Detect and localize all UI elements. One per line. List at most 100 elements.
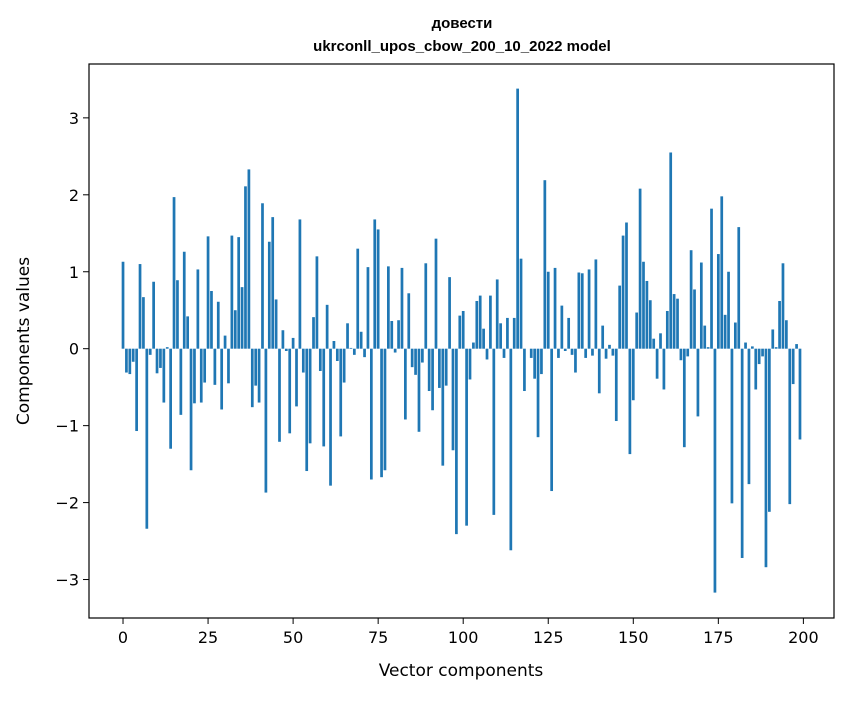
x-tick-label: 200 [788, 628, 819, 647]
bar-190 [768, 349, 771, 512]
bar-192 [775, 347, 778, 349]
bar-76 [380, 349, 383, 478]
bar-53 [302, 349, 305, 373]
bar-91 [431, 349, 434, 411]
x-tick-label: 150 [618, 628, 649, 647]
bar-127 [554, 268, 557, 349]
bar-125 [547, 272, 550, 349]
bar-166 [686, 349, 689, 357]
bar-52 [299, 219, 302, 348]
bar-19 [186, 316, 189, 348]
bar-199 [799, 349, 802, 440]
bar-101 [465, 349, 468, 526]
bar-140 [598, 349, 601, 394]
bar-4 [135, 349, 138, 431]
x-tick-label: 75 [368, 628, 388, 647]
bar-9 [152, 282, 155, 349]
bar-89 [424, 263, 427, 348]
bar-44 [271, 217, 274, 349]
bar-152 [639, 189, 642, 349]
bar-122 [537, 349, 540, 437]
bar-72 [367, 267, 370, 349]
bar-109 [492, 349, 495, 515]
bar-96 [448, 277, 451, 349]
bar-178 [727, 272, 730, 349]
bar-11 [159, 349, 162, 368]
bar-187 [758, 349, 761, 364]
bar-92 [435, 239, 438, 349]
bar-139 [595, 259, 598, 348]
bar-13 [166, 347, 169, 349]
bar-series [122, 89, 802, 593]
bar-150 [632, 349, 635, 401]
bar-153 [642, 262, 645, 349]
bar-196 [788, 349, 791, 504]
bar-70 [360, 332, 363, 349]
bar-141 [601, 326, 604, 349]
bar-26 [210, 291, 213, 349]
bar-114 [509, 349, 512, 551]
bar-49 [288, 349, 291, 434]
bar-79 [390, 321, 393, 349]
bar-64 [339, 349, 342, 437]
bar-124 [543, 180, 546, 349]
bar-60 [326, 305, 329, 349]
bar-94 [441, 349, 444, 466]
bar-167 [690, 250, 693, 348]
chart-title-line2: ukrconll_upos_cbow_200_10_2022 model [313, 38, 611, 55]
bar-176 [720, 196, 723, 348]
bar-73 [370, 349, 373, 480]
bar-99 [458, 316, 461, 349]
bar-66 [346, 323, 349, 348]
bar-65 [343, 349, 346, 383]
bar-138 [591, 349, 594, 356]
bar-17 [179, 349, 182, 415]
bar-35 [241, 287, 244, 349]
bar-100 [462, 311, 465, 349]
bar-146 [618, 286, 621, 349]
bar-80 [394, 349, 397, 353]
bar-173 [710, 209, 713, 349]
bar-121 [533, 349, 536, 379]
bar-134 [578, 273, 581, 349]
bar-56 [312, 317, 315, 349]
bar-193 [778, 301, 781, 349]
bar-137 [588, 269, 591, 348]
bar-74 [373, 219, 376, 348]
bar-179 [731, 349, 734, 504]
x-tick-label: 100 [448, 628, 479, 647]
bar-160 [666, 311, 669, 349]
bar-183 [744, 343, 747, 349]
y-tick-label: 3 [69, 109, 79, 128]
bar-156 [652, 339, 655, 349]
bar-108 [489, 296, 492, 349]
bar-159 [663, 349, 666, 390]
bar-129 [560, 306, 563, 349]
bar-148 [625, 223, 628, 349]
bar-170 [700, 263, 703, 349]
bar-117 [520, 259, 523, 349]
bar-177 [724, 315, 727, 349]
bar-175 [717, 254, 720, 349]
bar-164 [680, 349, 683, 361]
bar-55 [309, 349, 312, 444]
bar-50 [292, 338, 295, 349]
x-tick-label: 0 [118, 628, 128, 647]
bar-31 [227, 349, 230, 384]
y-tick-label: 0 [69, 340, 79, 359]
bar-197 [792, 349, 795, 384]
bar-151 [635, 313, 638, 349]
bar-51 [295, 349, 298, 407]
bar-110 [496, 279, 499, 348]
bar-46 [278, 349, 281, 442]
bar-21 [193, 349, 196, 404]
bar-67 [350, 348, 353, 349]
bar-54 [305, 349, 308, 471]
bar-194 [782, 263, 785, 348]
bar-168 [693, 289, 696, 348]
bar-20 [190, 349, 193, 471]
bar-45 [275, 299, 278, 348]
bar-34 [237, 237, 240, 349]
bar-37 [248, 169, 251, 348]
bar-24 [203, 349, 206, 383]
